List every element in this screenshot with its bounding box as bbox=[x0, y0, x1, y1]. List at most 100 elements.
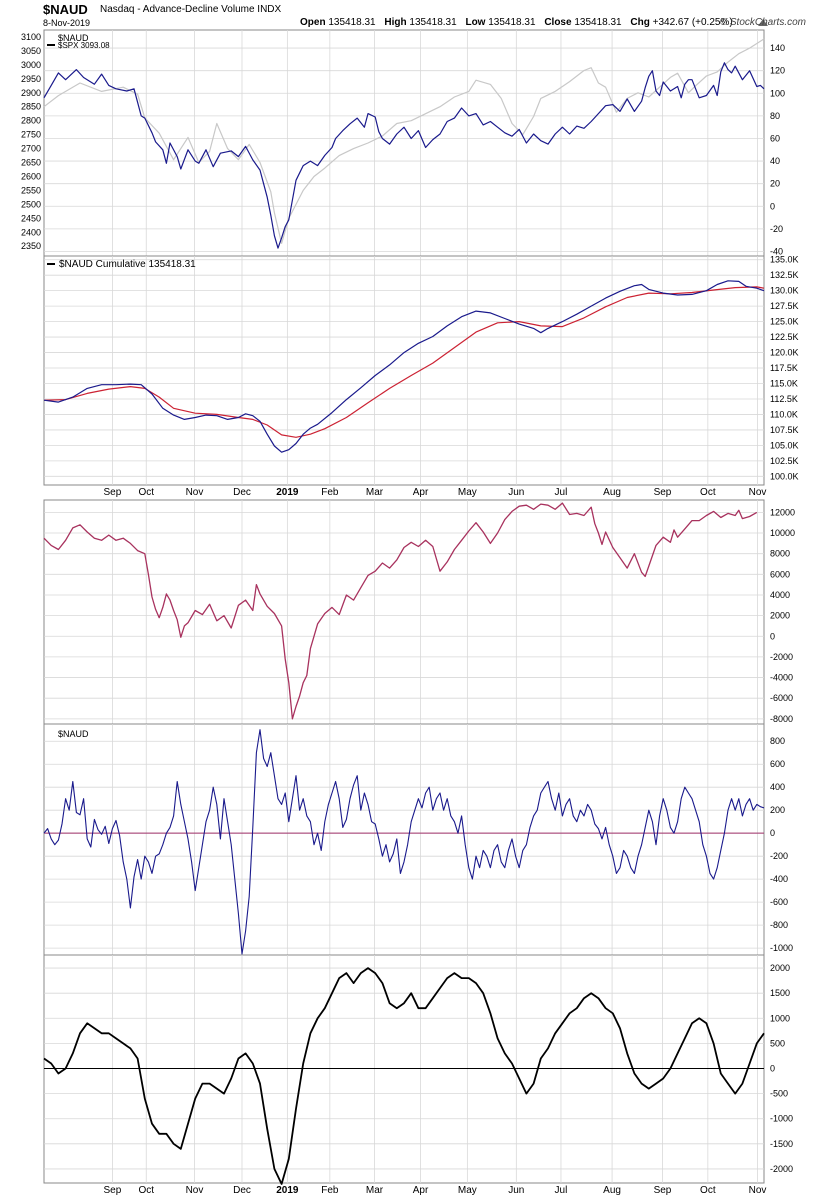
summation-tick-label: -1500 bbox=[770, 1139, 793, 1149]
brand-watermark: © StockCharts.com bbox=[719, 17, 806, 28]
stat-open-value: 135418.31 bbox=[328, 17, 376, 28]
legend-spx-label: $SPX 3093.08 bbox=[58, 41, 110, 50]
left-axis-tick-label: 2600 bbox=[21, 171, 41, 181]
summation-tick-label: -500 bbox=[770, 1089, 788, 1099]
month-tick-label: Jun bbox=[508, 1185, 524, 1196]
cumulative-panel: 135.0K 132.5K 130.0K 127.5K 125.0K 122.5K 120.… bbox=[43, 255, 799, 486]
month-tick-label: Mar bbox=[366, 487, 384, 498]
left-axis-tick-label: 2900 bbox=[21, 88, 41, 98]
right-axis-tick-label: 100 bbox=[770, 88, 785, 98]
cumulative-tick-label: 127.5K bbox=[770, 301, 799, 311]
chart-header: $NAUD Nasdaq - Advance-Decline Volume IN… bbox=[0, 0, 820, 30]
month-tick-label: Apr bbox=[413, 1185, 429, 1196]
daily-tick-label: 800 bbox=[770, 736, 785, 746]
month-tick-label: May bbox=[458, 487, 477, 498]
up-triangle-icon bbox=[758, 19, 768, 26]
cumulative-tick-label: 102.5K bbox=[770, 456, 799, 466]
legend-daily-label: $NAUD bbox=[58, 729, 89, 739]
month-tick-label: Jul bbox=[555, 1185, 568, 1196]
cumulative-tick-label: 112.5K bbox=[770, 394, 798, 404]
legend-cumulative-label: $NAUD Cumulative 135418.31 bbox=[59, 259, 196, 270]
month-tick-label: Jun bbox=[508, 487, 524, 498]
month-tick-label: Nov bbox=[186, 1185, 204, 1196]
stat-open-label: Open bbox=[300, 17, 326, 28]
month-tick-label: Dec bbox=[233, 1185, 251, 1196]
oscillator-series-line bbox=[43, 502, 758, 720]
daily-tick-label: 0 bbox=[770, 828, 775, 838]
panel-frame bbox=[43, 255, 765, 486]
summation-series-line bbox=[43, 967, 765, 1185]
cumulative-tick-label: 117.5K bbox=[770, 363, 798, 373]
daily-tick-label: -200 bbox=[770, 851, 788, 861]
month-tick-label: Dec bbox=[233, 487, 251, 498]
stat-high-value: 135418.31 bbox=[409, 17, 457, 28]
panel-frame bbox=[43, 499, 765, 725]
right-axis-tick-label: 60 bbox=[770, 133, 780, 143]
month-tick-label: May bbox=[458, 1185, 477, 1196]
month-tick-label: 2019 bbox=[276, 1185, 299, 1196]
price-panel: 140 120 100 80 60 40 20 0 -20 -40 3100 3050 3000 2950… bbox=[21, 29, 785, 257]
cumulative-tick-label: 122.5K bbox=[770, 332, 799, 342]
oscillator-tick-label: 10000 bbox=[770, 528, 795, 538]
summation-tick-label: 1500 bbox=[770, 988, 790, 998]
cumulative-tick-label: 115.0K bbox=[770, 378, 798, 388]
summation-tick-label: 0 bbox=[770, 1063, 775, 1073]
index-description: Nasdaq - Advance-Decline Volume INDX bbox=[100, 4, 282, 15]
month-tick-label: Sep bbox=[104, 487, 122, 498]
oscillator-tick-label: -8000 bbox=[770, 714, 793, 724]
month-tick-label: Nov bbox=[186, 487, 204, 498]
daily-panel: 800 600 400 200 0 -200 -400 -600 -800 -1000 $NAUD bbox=[43, 723, 793, 956]
left-axis-tick-label: 3050 bbox=[21, 46, 41, 56]
month-tick-label: Oct bbox=[700, 1185, 716, 1196]
legend-naud-label: $NAUD bbox=[58, 33, 89, 43]
left-axis-tick-label: 2450 bbox=[21, 213, 41, 223]
summation-tick-label: 500 bbox=[770, 1038, 785, 1048]
left-axis-tick-label: 2500 bbox=[21, 199, 41, 209]
left-axis-tick-label: 2850 bbox=[21, 102, 41, 112]
daily-tick-label: -800 bbox=[770, 920, 788, 930]
month-tick-label: Feb bbox=[321, 487, 339, 498]
month-tick-label: Mar bbox=[366, 1185, 384, 1196]
left-axis-tick-label: 2350 bbox=[21, 241, 41, 251]
spx-series-line bbox=[43, 38, 765, 244]
month-tick-label: Oct bbox=[138, 487, 154, 498]
summation-panel: 2000 1500 1000 500 0 -500 -1000 -1500 -2000 bbox=[43, 954, 793, 1185]
month-tick-label: Apr bbox=[413, 487, 429, 498]
right-axis-tick-label: 40 bbox=[770, 156, 780, 166]
right-axis-tick-label: 80 bbox=[770, 111, 780, 121]
left-axis-tick-label: 3100 bbox=[21, 32, 41, 42]
left-axis-tick-label: 2550 bbox=[21, 185, 41, 195]
daily-series-line bbox=[43, 729, 765, 955]
cumulative-tick-label: 100.0K bbox=[770, 471, 799, 481]
month-tick-label: Jul bbox=[555, 487, 568, 498]
stat-close-value: 135418.31 bbox=[574, 17, 622, 28]
summation-tick-label: 2000 bbox=[770, 963, 790, 973]
daily-tick-label: 600 bbox=[770, 759, 785, 769]
chart-date: 8-Nov-2019 bbox=[43, 18, 91, 28]
cumulative-ma-line bbox=[43, 286, 765, 438]
daily-tick-label: -1000 bbox=[770, 943, 793, 953]
panel-frame bbox=[43, 954, 765, 1184]
month-tick-label: Nov bbox=[749, 1185, 767, 1196]
summation-tick-label: 1000 bbox=[770, 1013, 790, 1023]
oscillator-tick-label: 2000 bbox=[770, 611, 790, 621]
month-tick-label: Sep bbox=[104, 1185, 122, 1196]
right-axis-tick-label: 0 bbox=[770, 201, 775, 211]
panel-frame bbox=[43, 29, 765, 257]
left-axis-tick-label: 2750 bbox=[21, 130, 41, 140]
month-tick-label: Feb bbox=[321, 1185, 339, 1196]
stat-change-value: +342.67 (+0.25%) bbox=[652, 17, 733, 28]
stat-change-label: Chg bbox=[630, 17, 650, 28]
cumulative-series-line bbox=[43, 280, 765, 453]
summation-tick-label: -1000 bbox=[770, 1114, 793, 1124]
stat-low-value: 135418.31 bbox=[488, 17, 536, 28]
naud-series-line bbox=[43, 62, 765, 249]
month-tick-label: Aug bbox=[603, 487, 621, 498]
oscillator-tick-label: 12000 bbox=[770, 507, 795, 517]
month-tick-label: Sep bbox=[654, 1185, 672, 1196]
month-tick-label: Aug bbox=[603, 1185, 621, 1196]
right-axis-tick-label: -40 bbox=[770, 246, 783, 256]
left-axis-tick-label: 3000 bbox=[21, 60, 41, 70]
right-axis-tick-label: -20 bbox=[770, 224, 783, 234]
